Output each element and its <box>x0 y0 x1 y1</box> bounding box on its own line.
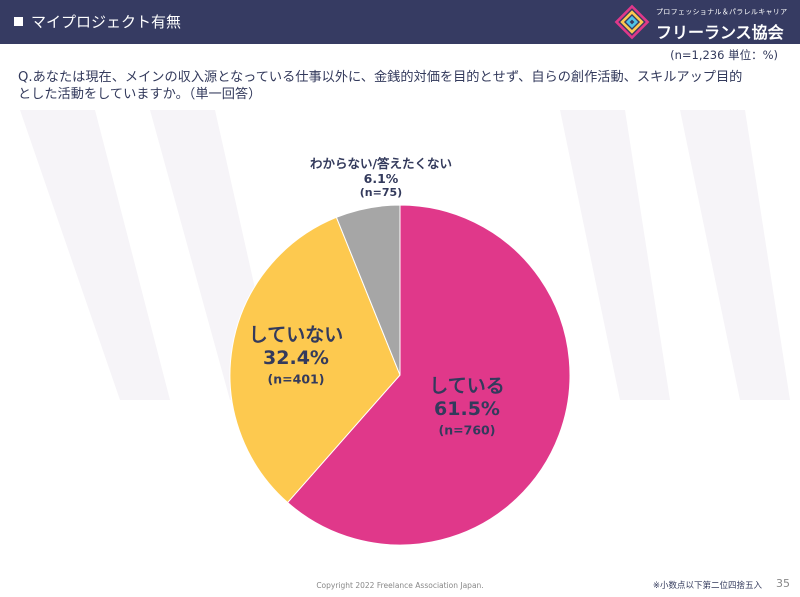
question-line-1: Q.あなたは現在、メインの収入源となっている仕事以外に、金銭的対価を目的とせず、… <box>18 70 743 85</box>
copyright: Copyright 2022 Freelance Association Jap… <box>316 581 484 590</box>
question-line-2: とした活動をしていますか。（単一回答） <box>18 87 262 102</box>
rounding-note: ※小数点以下第二位四捨五入 <box>652 581 762 591</box>
header-bar: マイプロジェクト有無 プロフェッショナル＆パラレルキャリア フリーランス協会 <box>0 0 800 44</box>
slice-value-label: 32.4% <box>263 347 329 369</box>
pie-slice <box>335 204 401 376</box>
sample-size-note: (n=1,236 単位：%) <box>670 48 778 62</box>
logo: プロフェッショナル＆パラレルキャリア フリーランス協会 <box>614 2 792 42</box>
logo-subtitle: プロフェッショナル＆パラレルキャリア <box>656 8 788 16</box>
slice-label: していない <box>249 324 343 346</box>
logo-title: フリーランス協会 <box>656 23 784 42</box>
bullet-square-icon <box>14 17 23 26</box>
page-title-text: マイプロジェクト有無 <box>31 13 182 31</box>
slice-value-label: 6.1% <box>364 171 399 186</box>
slice-label: している <box>429 375 504 397</box>
pie-slice <box>229 216 401 504</box>
pie-slice <box>286 204 571 546</box>
slice-value-label: 61.5% <box>434 398 500 420</box>
slice-count-label: (n=401) <box>268 372 325 387</box>
logo-mark-icon <box>614 4 650 40</box>
page-number: 35 <box>776 577 790 590</box>
slice-count-label: (n=760) <box>439 423 496 438</box>
page-title: マイプロジェクト有無 <box>14 11 181 32</box>
question-text: Q.あなたは現在、メインの収入源となっている仕事以外に、金銭的対価を目的とせず、… <box>18 69 778 103</box>
slice-count-label: (n=75) <box>360 186 402 199</box>
slice-label: わからない/答えたくない <box>310 156 452 171</box>
